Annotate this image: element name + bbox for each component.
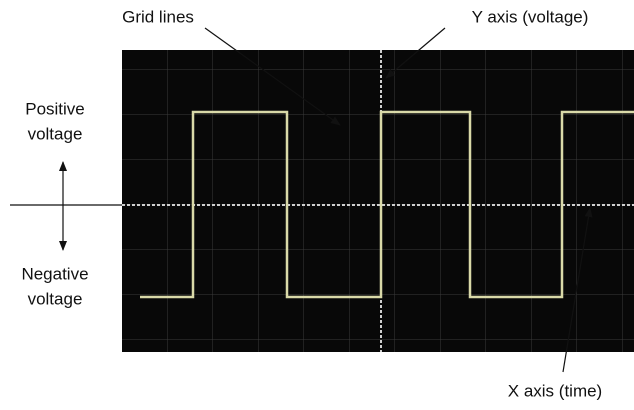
diagram: Grid lines Y axis (voltage) Positive vol… — [0, 0, 634, 410]
positive-label: Positive — [25, 99, 85, 118]
positive-label: voltage — [28, 124, 83, 143]
scope-screen — [122, 50, 634, 352]
y-axis-label: Y axis (voltage) — [472, 7, 589, 26]
x-axis-label: X axis (time) — [508, 381, 602, 400]
grid-lines-label: Grid lines — [122, 7, 194, 26]
grid — [122, 50, 634, 352]
negative-label: voltage — [28, 289, 83, 308]
negative-label: Negative — [21, 264, 88, 283]
